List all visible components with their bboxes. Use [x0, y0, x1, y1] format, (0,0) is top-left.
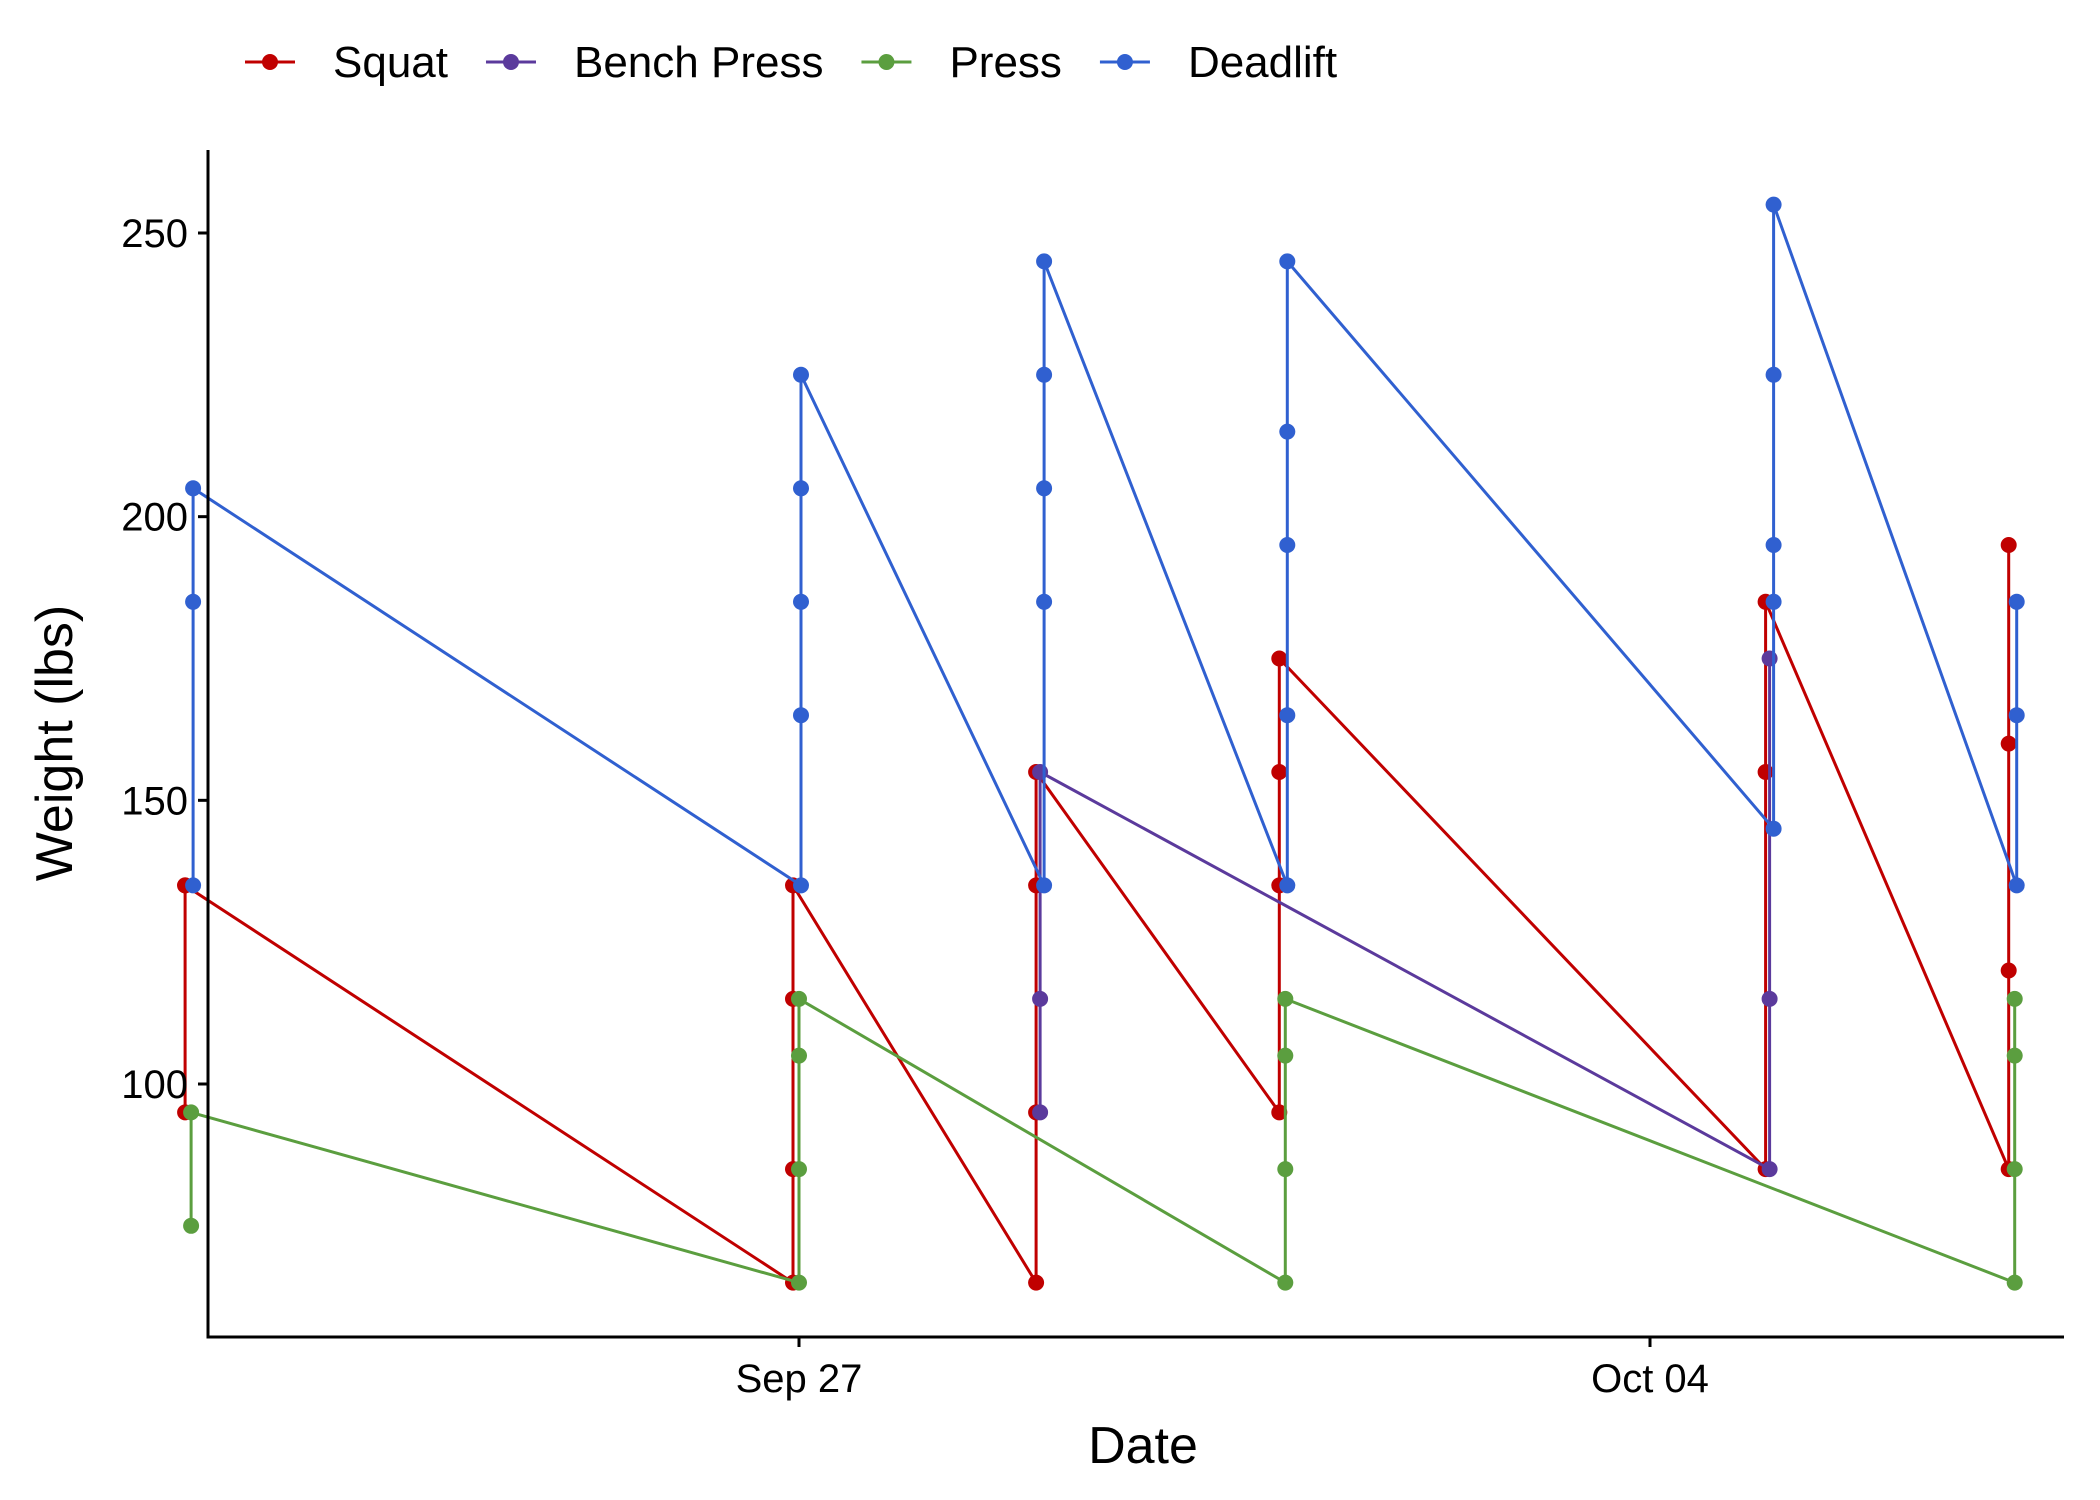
- data-point: [1036, 253, 1053, 270]
- data-point: [2006, 1047, 2023, 1064]
- y-axis-title: Weight (lbs): [26, 605, 84, 881]
- data-point: [1271, 764, 1288, 780]
- legend-key-marker: [262, 54, 278, 70]
- series-line: [189, 997, 2017, 1285]
- series-line: [191, 203, 2019, 887]
- data-point: [1765, 593, 1782, 610]
- legend-item: Squat: [245, 38, 448, 87]
- data-point: [1761, 990, 1778, 1007]
- legend-key-marker: [878, 54, 895, 70]
- data-point: [1277, 990, 1294, 1007]
- data-point: [1765, 537, 1782, 553]
- data-point: [791, 1161, 807, 1178]
- legend-label: Bench Press: [574, 38, 823, 87]
- x-tick-label: Oct 04: [1591, 1357, 1709, 1401]
- data-point: [793, 480, 809, 497]
- legend-item: Bench Press: [485, 38, 823, 87]
- data-point: [793, 877, 809, 894]
- data-point: [1028, 1274, 1045, 1291]
- x-axis-title: Date: [1088, 1417, 1198, 1475]
- y-tick-label: 150: [121, 779, 188, 823]
- data-point: [1279, 253, 1296, 270]
- data-point: [183, 1104, 200, 1121]
- data-point: [1765, 820, 1782, 837]
- data-point: [1279, 537, 1296, 553]
- legend-key-marker: [1116, 54, 1133, 70]
- data-point: [1757, 764, 1774, 780]
- data-point: [185, 877, 202, 894]
- y-tick-label: 200: [121, 496, 188, 540]
- legend-label: Press: [949, 38, 1061, 87]
- legend-item: Deadlift: [1099, 38, 1337, 87]
- y-axis-ticks: 100 150 200 250: [121, 212, 208, 1107]
- data-point: [791, 990, 807, 1007]
- plot-area: [177, 196, 2025, 1291]
- legend-key-marker: [502, 54, 519, 70]
- data-point: [2008, 707, 2025, 724]
- data-point: [1279, 707, 1296, 724]
- y-tick-label: 100: [121, 1063, 188, 1107]
- data-point: [1279, 877, 1296, 894]
- data-point: [2000, 735, 2017, 752]
- data-point: [185, 480, 202, 497]
- data-point: [1271, 650, 1288, 667]
- data-point: [2006, 990, 2023, 1007]
- legend-label: Deadlift: [1188, 38, 1337, 87]
- legend: Squat Bench Press Press Deadlift: [245, 38, 1337, 87]
- series-deadlift: [185, 196, 2025, 894]
- data-point: [1036, 366, 1053, 383]
- data-point: [1271, 1104, 1288, 1121]
- legend-label: Squat: [333, 38, 448, 87]
- data-point: [1036, 877, 1053, 894]
- data-point: [2008, 877, 2025, 894]
- data-point: [1279, 423, 1296, 440]
- data-point: [791, 1047, 807, 1064]
- data-point: [1765, 366, 1782, 383]
- data-point: [1036, 480, 1053, 497]
- series-bench-press: [1032, 650, 1778, 1178]
- data-point: [1036, 593, 1053, 610]
- data-point: [791, 1274, 807, 1291]
- data-point: [2008, 593, 2025, 610]
- data-point: [183, 1217, 200, 1234]
- x-tick-label: Sep 27: [736, 1357, 863, 1401]
- data-point: [1277, 1047, 1294, 1064]
- data-point: [1277, 1274, 1294, 1291]
- data-point: [793, 366, 809, 383]
- data-point: [2006, 1161, 2023, 1178]
- x-axis-ticks: Sep 27 Oct 04: [736, 1337, 1709, 1401]
- data-point: [793, 707, 809, 724]
- data-point: [1032, 990, 1049, 1007]
- series-press: [183, 990, 2023, 1291]
- data-point: [1032, 764, 1049, 780]
- data-point: [1761, 1161, 1778, 1178]
- data-point: [1277, 1161, 1294, 1178]
- data-point: [1032, 1104, 1049, 1121]
- y-tick-label: 250: [121, 212, 188, 256]
- data-point: [2000, 962, 2017, 979]
- series-line: [183, 545, 2011, 1285]
- data-point: [2006, 1274, 2023, 1291]
- series-line: [1038, 658, 1772, 1171]
- data-point: [1765, 196, 1782, 213]
- data-point: [793, 593, 809, 610]
- data-point: [185, 593, 202, 610]
- data-point: [2000, 537, 2017, 553]
- legend-item: Press: [861, 38, 1062, 87]
- data-point: [1761, 650, 1778, 667]
